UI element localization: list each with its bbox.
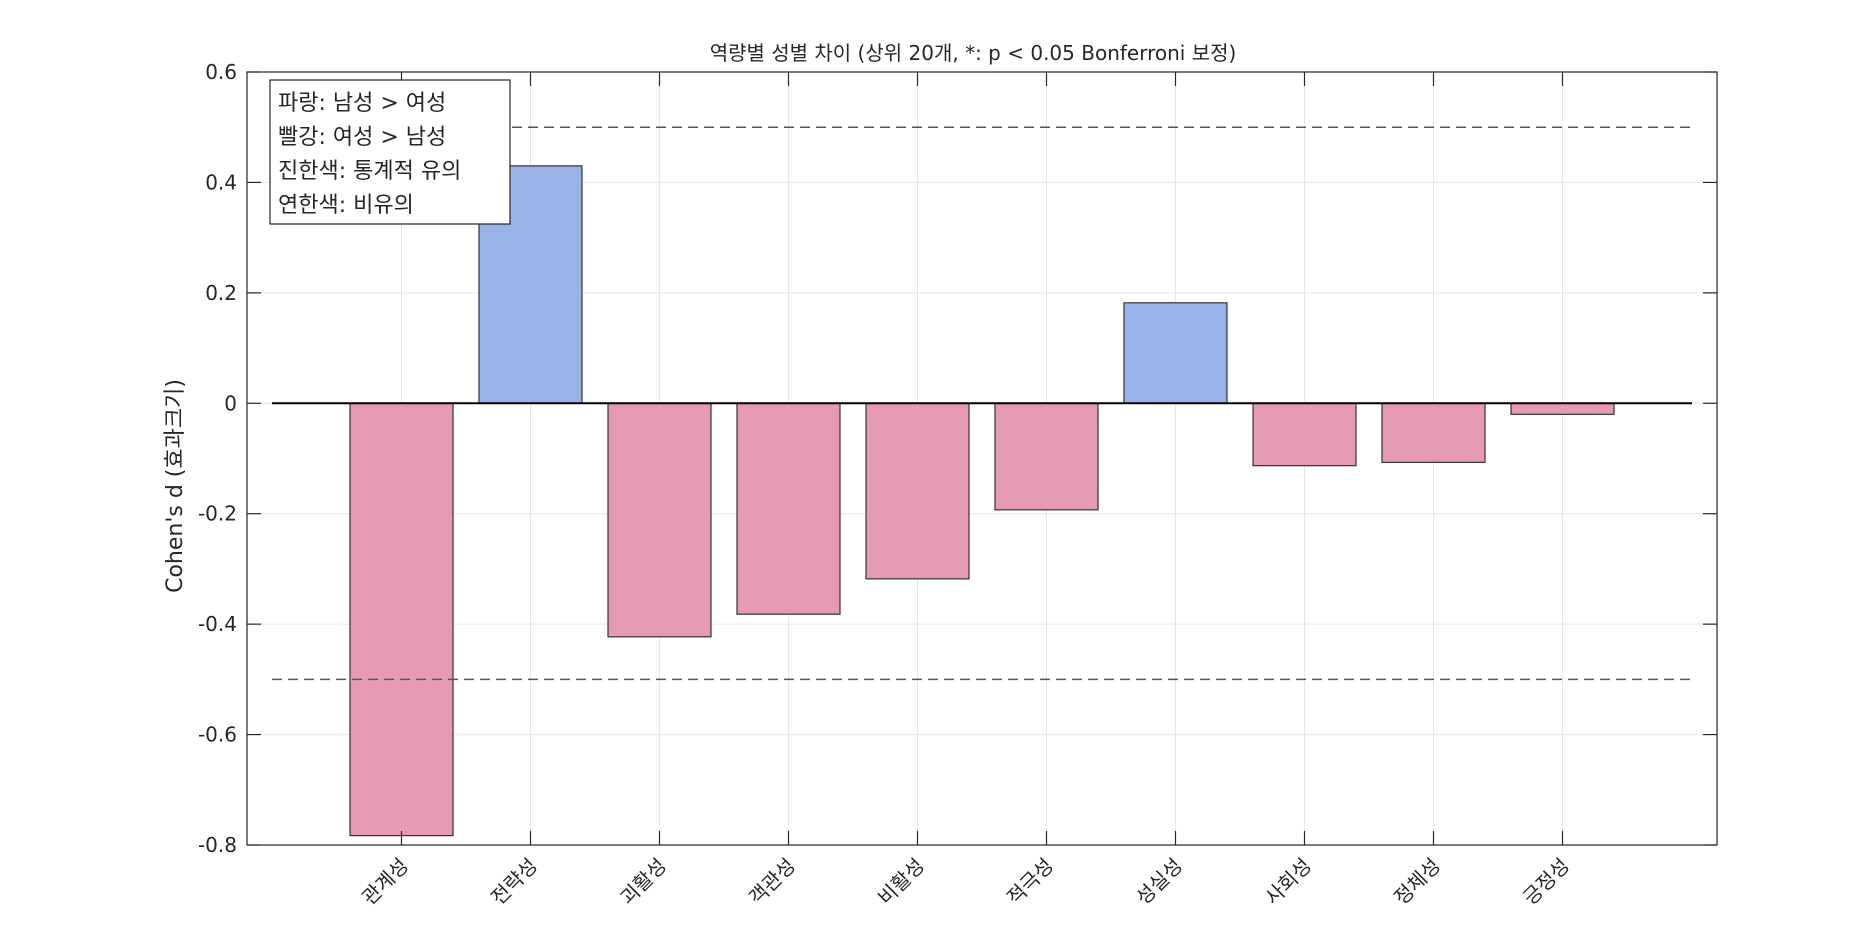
y-tick-label: 0.6 bbox=[205, 60, 237, 84]
legend-entry: 빨강: 여성 > 남성 bbox=[278, 125, 446, 150]
y-tick-label: 0.2 bbox=[205, 281, 237, 305]
x-tick-label: 성실성 bbox=[1131, 854, 1187, 910]
bar-관계성 bbox=[349, 402, 454, 837]
x-tick-label: 정체성 bbox=[1389, 854, 1445, 910]
y-tick-label: 0.4 bbox=[205, 170, 237, 194]
legend-box bbox=[269, 79, 511, 225]
bar-정체성 bbox=[1381, 402, 1486, 463]
bar-긍정성 bbox=[1510, 402, 1615, 415]
x-tick-label: 적극성 bbox=[1002, 854, 1058, 910]
legend-entry: 연한색: 비유의 bbox=[278, 193, 414, 218]
y-tick-label: -0.8 bbox=[198, 833, 237, 857]
bar-비활성 bbox=[865, 402, 970, 580]
x-tick-label: 긍정성 bbox=[1518, 854, 1574, 910]
bar-적극성 bbox=[994, 402, 1099, 511]
axes-frame bbox=[246, 71, 1718, 846]
plot-area: -0.8 -0.6 -0.4 -0.2 0 0.2 0.4 0.6 관계성 전략성 괴활성 객관성 비활… bbox=[198, 60, 1718, 910]
x-tick-label: 관계성 bbox=[357, 854, 413, 910]
bar-괴활성 bbox=[607, 402, 712, 638]
y-tick-label: -0.6 bbox=[198, 723, 237, 747]
x-tick-label: 비활성 bbox=[873, 854, 929, 910]
y-tick-label: -0.4 bbox=[198, 612, 237, 636]
y-tick-label: 0 bbox=[224, 391, 237, 415]
x-tick-label: 전략성 bbox=[486, 854, 542, 910]
x-tick-label: 사회성 bbox=[1260, 854, 1316, 910]
legend-entry: 진한색: 통계적 유의 bbox=[278, 159, 461, 184]
y-axis-label: Cohen's d (효과크기) bbox=[163, 379, 188, 593]
x-tick-label: 객관성 bbox=[744, 854, 800, 910]
chart-title: 역량별 성별 차이 (상위 20개, *: p < 0.05 Bonferron… bbox=[710, 41, 1237, 65]
bar-객관성 bbox=[736, 402, 841, 615]
legend-entry: 파랑: 남성 > 여성 bbox=[278, 91, 446, 116]
y-tick-label: -0.2 bbox=[198, 502, 237, 526]
x-tick-label: 괴활성 bbox=[615, 854, 671, 910]
bar-사회성 bbox=[1252, 402, 1357, 467]
bar-성실성 bbox=[1123, 302, 1228, 404]
